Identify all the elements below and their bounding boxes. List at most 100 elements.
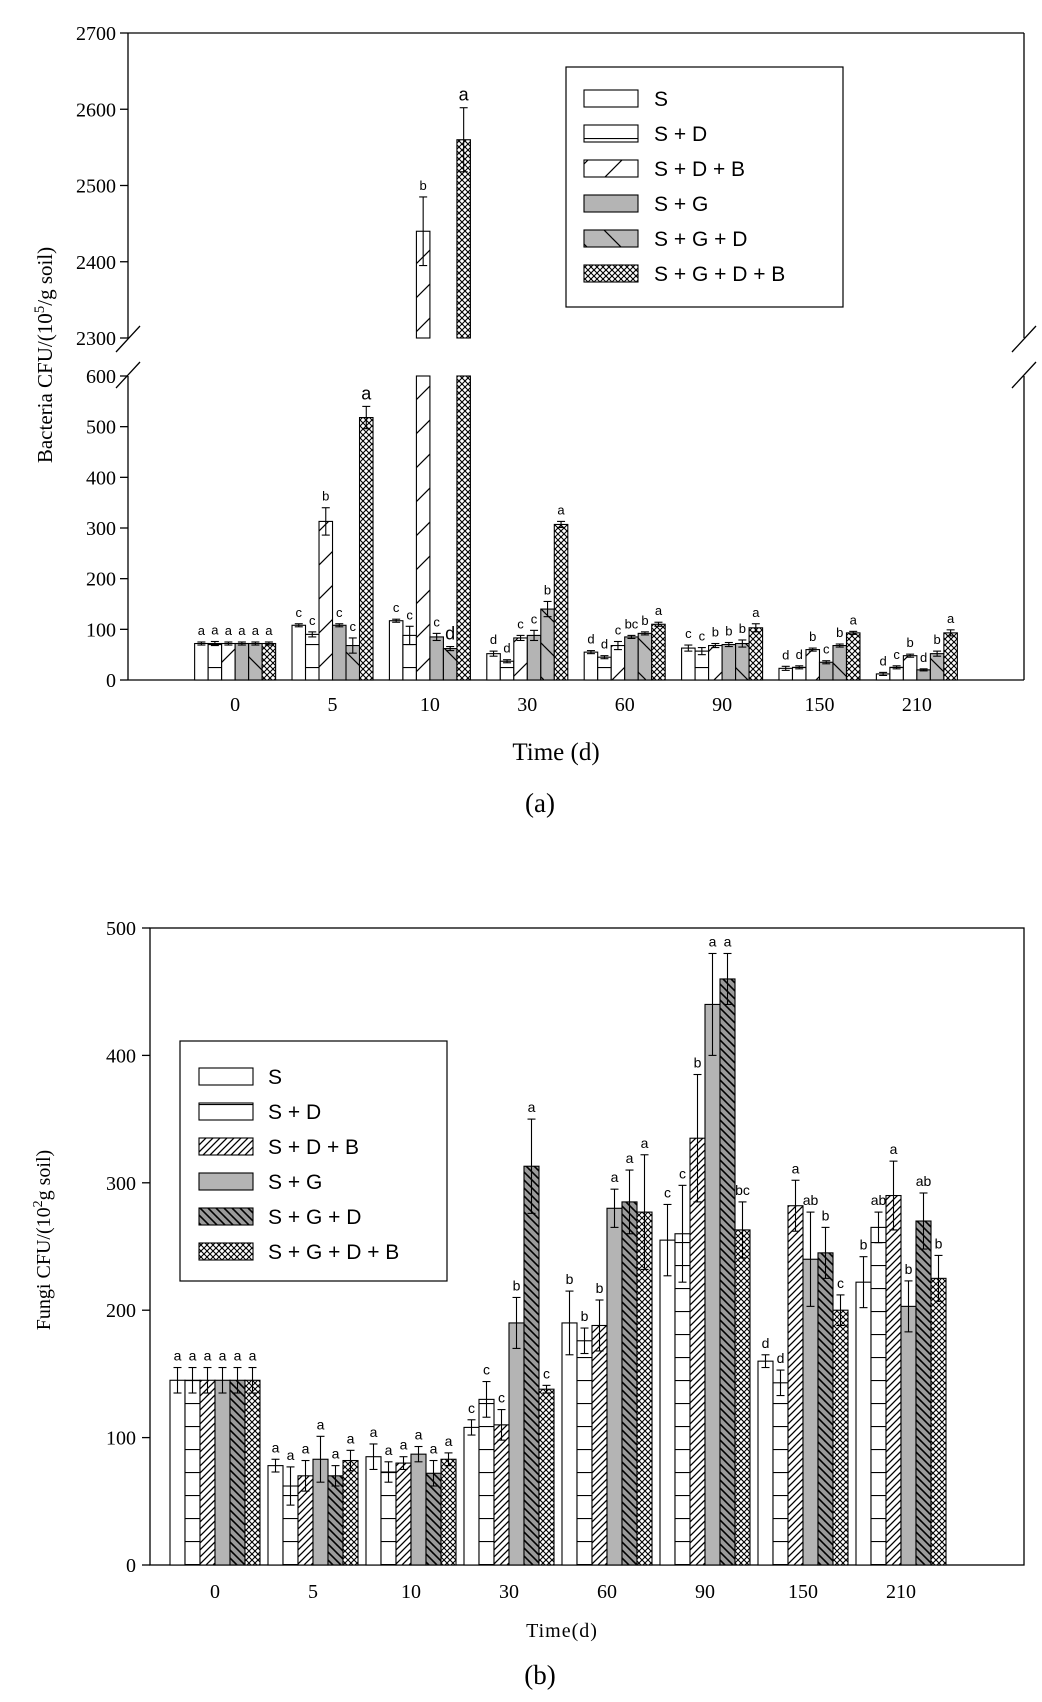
legend-label-s-d-b: S + D + B bbox=[268, 1136, 359, 1159]
bar-s-g-d-b-lower bbox=[456, 375, 471, 681]
bar-s-g bbox=[818, 661, 834, 681]
bar-s-d bbox=[478, 1398, 495, 1566]
significance-letter: c bbox=[483, 1362, 490, 1378]
legend-label-s-g-d-b: S + G + D + B bbox=[654, 263, 785, 286]
axis-break-mark-left-2 bbox=[115, 361, 141, 389]
legend-label-s-g-d: S + G + D bbox=[268, 1206, 361, 1229]
legend-swatch-s-d bbox=[198, 1102, 254, 1121]
significance-letter: c bbox=[393, 600, 400, 615]
legend-swatch-s-d-b bbox=[198, 1137, 254, 1156]
bar-s-g-d-b bbox=[734, 1229, 751, 1566]
bar-s-g-d-b bbox=[845, 632, 861, 681]
bar-s-g-d bbox=[817, 1252, 834, 1566]
significance-letter: c bbox=[837, 1275, 844, 1291]
significance-letter: a bbox=[528, 1099, 536, 1115]
legend-swatch-s-g-d bbox=[198, 1207, 254, 1226]
x-axis-title: Time(d) bbox=[526, 1620, 598, 1642]
significance-letter: ab bbox=[803, 1192, 819, 1208]
significance-letter: b bbox=[725, 624, 732, 639]
bar-s-d-b bbox=[493, 1424, 510, 1566]
bar-s-g-d-b bbox=[930, 1277, 947, 1566]
bar-s-g-d bbox=[735, 642, 750, 681]
significance-letter: a bbox=[415, 1427, 423, 1443]
bar-s bbox=[388, 620, 404, 681]
bar-s-g bbox=[429, 636, 444, 681]
legend-swatch-s-d-b bbox=[583, 159, 639, 178]
legend-label-s-g-d: S + G + D bbox=[654, 228, 747, 251]
bar-s-g-d bbox=[719, 978, 736, 1566]
x-tick-label: 60 bbox=[597, 1581, 617, 1603]
bar-s-g-d bbox=[915, 1220, 932, 1566]
bar-s bbox=[291, 624, 307, 681]
significance-letter: a bbox=[238, 623, 246, 638]
significance-letter: d bbox=[601, 637, 608, 652]
x-tick-label: 210 bbox=[886, 1581, 916, 1603]
significance-letter: c bbox=[350, 619, 357, 634]
y-tick-label: 300 bbox=[86, 518, 116, 540]
bar-s-g-d-b bbox=[943, 632, 958, 681]
bar-s-g-d bbox=[621, 1201, 638, 1566]
significance-letter: a bbox=[272, 1439, 280, 1455]
significance-letter: a bbox=[641, 1135, 649, 1151]
legend-swatch-s-g-d bbox=[583, 229, 639, 248]
x-tick-label: 30 bbox=[499, 1581, 519, 1603]
bar-s bbox=[561, 1322, 578, 1566]
x-tick-label: 5 bbox=[308, 1581, 318, 1603]
bar-s-g bbox=[508, 1322, 525, 1566]
bar-s bbox=[681, 647, 696, 681]
y-tick-label: 200 bbox=[86, 569, 116, 591]
bar-s bbox=[855, 1281, 872, 1566]
bar-s-d-b bbox=[591, 1324, 608, 1566]
legend-swatch-s-g bbox=[198, 1172, 254, 1191]
panel-caption-b: (b) bbox=[524, 1660, 555, 1690]
y-tick-label: 400 bbox=[106, 1045, 136, 1067]
bar-s-g-d-b bbox=[651, 623, 666, 681]
significance-letter: a bbox=[189, 1348, 197, 1364]
significance-letter: d bbox=[920, 650, 927, 665]
y-axis-title: Bacteria CFU/(105/g soil) bbox=[32, 247, 57, 463]
bar-s-d-b bbox=[221, 642, 236, 681]
significance-letter: a bbox=[724, 933, 732, 949]
significance-letter: a bbox=[430, 1441, 438, 1457]
bar-s-g bbox=[900, 1305, 917, 1566]
significance-letter: b bbox=[712, 625, 719, 640]
y-tick-label: 2400 bbox=[76, 252, 116, 274]
bar-s-g bbox=[214, 1379, 231, 1566]
significance-letter: b bbox=[566, 1271, 574, 1287]
significance-letter: a bbox=[400, 1437, 408, 1453]
significance-letter: d bbox=[777, 1350, 785, 1366]
x-tick-label: 0 bbox=[230, 694, 240, 716]
bar-s-g-d-b bbox=[440, 1458, 457, 1566]
bar-s bbox=[486, 653, 501, 681]
bar-s-d-b bbox=[805, 649, 821, 681]
bar-s-g-d bbox=[229, 1379, 246, 1566]
y-tick-label: 100 bbox=[106, 1428, 136, 1450]
bar-s bbox=[659, 1239, 676, 1566]
y-tick-label: 500 bbox=[86, 417, 116, 439]
significance-letter: b bbox=[905, 1261, 913, 1277]
bar-s bbox=[267, 1465, 284, 1566]
significance-letter: a bbox=[174, 1348, 182, 1364]
x-tick-label: 90 bbox=[695, 1581, 715, 1603]
y-tick-label: 600 bbox=[86, 366, 116, 388]
bar-s-g-d-b bbox=[244, 1379, 261, 1566]
x-axis-title: Time (d) bbox=[512, 739, 599, 766]
x-tick-label: 10 bbox=[420, 694, 440, 716]
significance-letter: b bbox=[694, 1055, 702, 1071]
bar-s-g-d-b bbox=[342, 1459, 359, 1566]
significance-letter: b bbox=[836, 625, 843, 640]
legend-label-s: S bbox=[268, 1066, 282, 1089]
significance-letter: a bbox=[626, 1150, 634, 1166]
bar-s-g-d-b bbox=[261, 642, 277, 681]
significance-letter: c bbox=[893, 647, 900, 662]
significance-letter: a bbox=[225, 623, 233, 638]
significance-letter: a bbox=[361, 383, 372, 403]
bar-s-g bbox=[704, 1003, 721, 1566]
x-tick-label: 5 bbox=[328, 694, 338, 716]
significance-letter: c bbox=[296, 605, 303, 620]
bar-s bbox=[757, 1360, 774, 1566]
bar-s-d-b bbox=[318, 520, 334, 681]
bacteria-chart: 0 100 200 300 400 500 600 2300 2400 2500 2600 2700 0… bbox=[32, 23, 1037, 818]
x-tick-label: 60 bbox=[615, 694, 635, 716]
significance-letter: a bbox=[385, 1442, 393, 1458]
